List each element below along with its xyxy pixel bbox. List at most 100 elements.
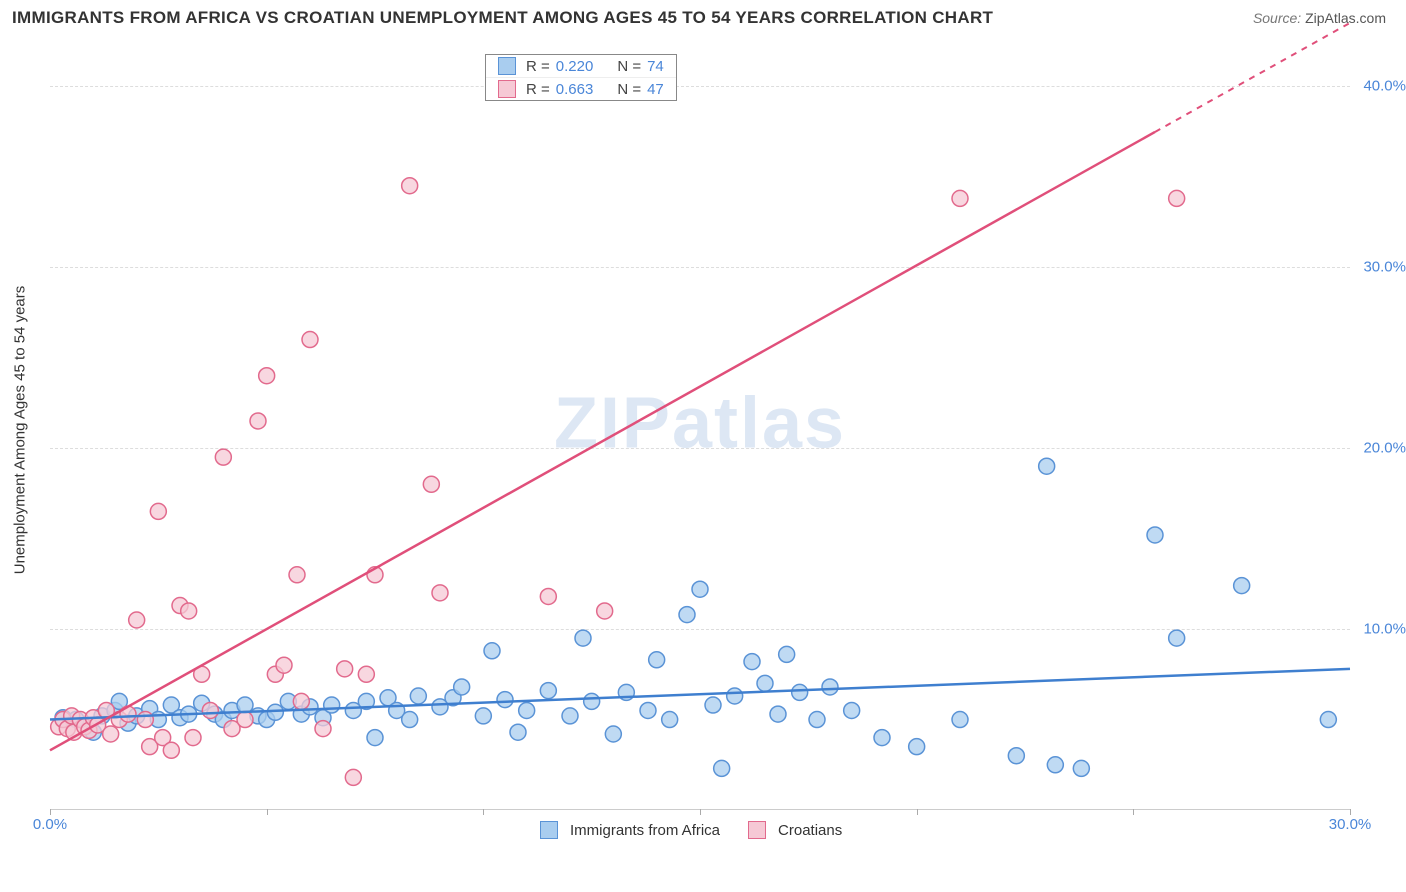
swatch-icon	[498, 57, 516, 75]
scatter-point	[345, 769, 361, 785]
scatter-point	[215, 449, 231, 465]
y-tick-label: 10.0%	[1363, 621, 1406, 638]
scatter-point	[1073, 760, 1089, 776]
scatter-point	[1008, 748, 1024, 764]
y-tick-label: 30.0%	[1363, 259, 1406, 276]
scatter-point	[692, 581, 708, 597]
regression-line	[50, 669, 1350, 720]
scatter-point	[276, 657, 292, 673]
scatter-point	[337, 661, 353, 677]
scatter-point	[1169, 630, 1185, 646]
scatter-point	[844, 702, 860, 718]
scatter-point	[181, 603, 197, 619]
series-legend: Immigrants from Africa Croatians	[540, 821, 842, 839]
r-value: 0.220	[556, 58, 594, 75]
scatter-point	[519, 702, 535, 718]
scatter-point	[584, 693, 600, 709]
scatter-point	[293, 693, 309, 709]
scatter-point	[909, 739, 925, 755]
scatter-point	[662, 712, 678, 728]
scatter-point	[202, 702, 218, 718]
source: Source: ZipAtlas.com	[1253, 10, 1386, 26]
scatter-point	[1039, 458, 1055, 474]
scatter-point	[358, 666, 374, 682]
scatter-point	[562, 708, 578, 724]
source-value: ZipAtlas.com	[1305, 10, 1386, 26]
legend-label: Immigrants from Africa	[570, 822, 720, 839]
scatter-point	[1047, 757, 1063, 773]
scatter-point	[575, 630, 591, 646]
regression-line	[50, 132, 1155, 750]
scatter-point	[185, 730, 201, 746]
scatter-plot	[50, 50, 1350, 809]
scatter-point	[727, 688, 743, 704]
chart-area: Unemployment Among Ages 45 to 54 years 1…	[50, 50, 1350, 810]
scatter-point	[649, 652, 665, 668]
scatter-point	[410, 688, 426, 704]
scatter-point	[540, 588, 556, 604]
scatter-point	[423, 476, 439, 492]
scatter-point	[484, 643, 500, 659]
scatter-point	[289, 567, 305, 583]
scatter-point	[779, 646, 795, 662]
r-value: 0.663	[556, 81, 594, 98]
scatter-point	[302, 332, 318, 348]
swatch-icon	[748, 821, 766, 839]
scatter-point	[640, 702, 656, 718]
scatter-point	[267, 704, 283, 720]
x-tick-label: 0.0%	[33, 816, 67, 833]
scatter-point	[540, 683, 556, 699]
y-axis-label: Unemployment Among Ages 45 to 54 years	[12, 285, 29, 574]
scatter-point	[714, 760, 730, 776]
scatter-point	[770, 706, 786, 722]
swatch-icon	[498, 80, 516, 98]
scatter-point	[757, 675, 773, 691]
scatter-point	[237, 712, 253, 728]
legend-item: Croatians	[748, 821, 842, 839]
scatter-point	[259, 368, 275, 384]
scatter-point	[129, 612, 145, 628]
stats-legend: R = 0.220 N = 74 R = 0.663 N = 47	[485, 54, 677, 101]
scatter-point	[822, 679, 838, 695]
scatter-point	[150, 503, 166, 519]
scatter-point	[1234, 578, 1250, 594]
n-value: 47	[647, 81, 664, 98]
scatter-point	[597, 603, 613, 619]
stats-legend-row: R = 0.220 N = 74	[486, 55, 676, 77]
scatter-point	[809, 712, 825, 728]
scatter-point	[163, 742, 179, 758]
scatter-point	[250, 413, 266, 429]
scatter-point	[792, 684, 808, 700]
scatter-point	[324, 697, 340, 713]
y-tick-label: 20.0%	[1363, 440, 1406, 457]
scatter-point	[402, 712, 418, 728]
regression-line-dashed	[1155, 23, 1350, 132]
y-tick-label: 40.0%	[1363, 78, 1406, 95]
x-tick-label: 30.0%	[1329, 816, 1372, 833]
scatter-point	[402, 178, 418, 194]
scatter-point	[475, 708, 491, 724]
scatter-point	[510, 724, 526, 740]
scatter-point	[1320, 712, 1336, 728]
scatter-point	[744, 654, 760, 670]
scatter-point	[952, 712, 968, 728]
scatter-point	[952, 190, 968, 206]
scatter-point	[497, 692, 513, 708]
scatter-point	[367, 730, 383, 746]
scatter-point	[137, 712, 153, 728]
scatter-point	[315, 721, 331, 737]
scatter-point	[1169, 190, 1185, 206]
scatter-point	[103, 726, 119, 742]
source-label: Source:	[1253, 10, 1301, 26]
swatch-icon	[540, 821, 558, 839]
scatter-point	[432, 585, 448, 601]
scatter-point	[1147, 527, 1163, 543]
scatter-point	[454, 679, 470, 695]
legend-label: Croatians	[778, 822, 842, 839]
scatter-point	[679, 607, 695, 623]
scatter-point	[705, 697, 721, 713]
stats-legend-row: R = 0.663 N = 47	[486, 77, 676, 100]
scatter-point	[874, 730, 890, 746]
legend-item: Immigrants from Africa	[540, 821, 720, 839]
scatter-point	[605, 726, 621, 742]
